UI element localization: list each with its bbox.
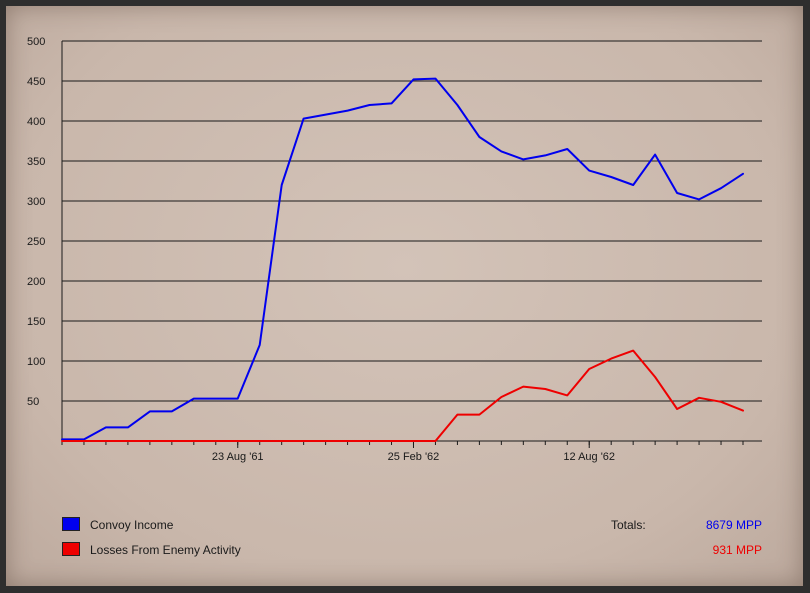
x-tick-label: 23 Aug '61: [212, 451, 264, 463]
series-line-convoy-income: [61, 77, 744, 441]
y-tick-label-200: 200: [27, 276, 45, 288]
grid-layer: [62, 40, 762, 402]
y-tick-label-250: 250: [27, 236, 45, 248]
series-line-losses: [61, 349, 744, 442]
y-tick-label-50: 50: [27, 396, 39, 408]
legend-label-losses: Losses From Enemy Activity: [90, 543, 241, 557]
x-tick-label: 25 Feb '62: [388, 451, 440, 463]
y-tick-label-450: 450: [27, 76, 45, 88]
legend-swatch-convoy-income: [62, 517, 80, 531]
total-convoy-income: 8679 MPP: [705, 518, 762, 532]
series-layer: [61, 77, 744, 442]
axis-layer: 50 100 150 200 250 300 350 400 450 500 23 Aug '61 2…: [27, 36, 762, 463]
y-tick-label-350: 350: [27, 156, 45, 168]
y-tick-label-300: 300: [27, 196, 45, 208]
totals-label: Totals:: [611, 518, 646, 532]
y-tick-label-500: 500: [27, 36, 45, 48]
y-tick-label-150: 150: [27, 316, 45, 328]
y-tick-label-400: 400: [27, 116, 45, 128]
total-losses: 931 MPP: [712, 543, 762, 557]
legend-label-convoy-income: Convoy Income: [90, 518, 174, 532]
y-tick-label-100: 100: [27, 356, 45, 368]
legend-swatch-losses: [62, 542, 80, 556]
chart-panel: [6, 6, 803, 586]
x-tick-label: 12 Aug '62: [563, 451, 615, 463]
